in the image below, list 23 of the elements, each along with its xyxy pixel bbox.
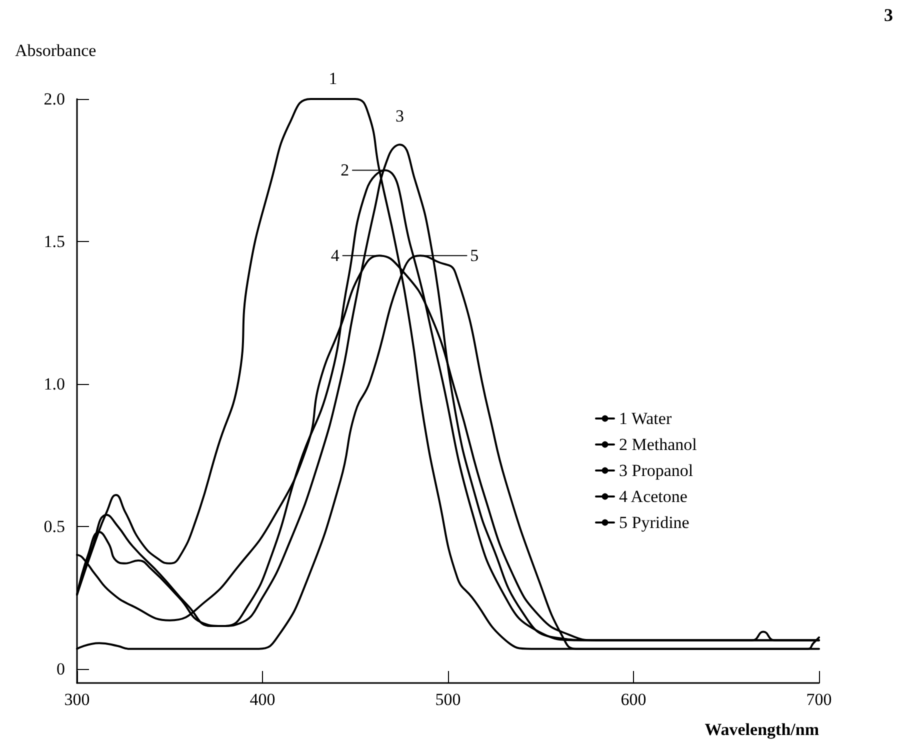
x-axis-title: Wavelength/nm [704,720,819,739]
annotation: 1 [328,69,338,88]
x-tick-label: 700 [806,690,832,709]
legend-label: 2 Methanol [619,435,698,454]
y-tick-label: 1.5 [44,232,65,251]
legend-label: 1 Water [619,409,672,428]
annotation: 3 [396,106,404,126]
text: 3 [884,5,893,25]
legend-label: 4 Acetone [619,487,688,506]
annotation: 2 [340,160,350,180]
x-tick-label: 400 [250,690,276,709]
y-axis-title: Absorbance [15,41,96,60]
y-tick-label: 2.0 [44,90,65,108]
y-tick-label: 0.5 [44,516,65,536]
x-tick-label: 300 [64,690,90,709]
x-tick-label: 600 [620,690,646,709]
legend-label: 5 Pyridine [619,513,690,532]
annotation: 5 [470,246,479,266]
legend-label: 3 Propanol [619,461,694,480]
x-tick-label: 500 [435,690,461,709]
annotation: 4 [330,246,340,266]
y-tick-label: 1.0 [44,374,65,394]
text: 0 [56,659,65,678]
